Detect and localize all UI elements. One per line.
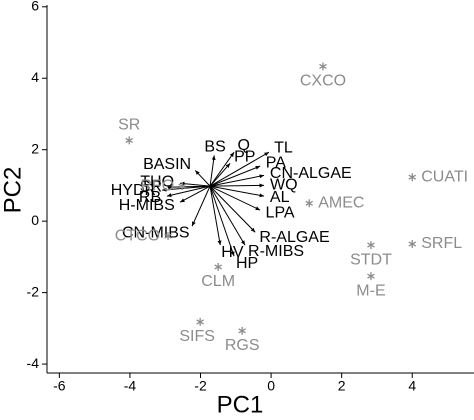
score-label: RFO [140, 177, 174, 194]
loading-arrow [209, 155, 216, 187]
loading-arrow [209, 151, 235, 187]
y-tick-label: 2 [31, 140, 39, 156]
y-tick-label: -2 [27, 283, 40, 299]
loading-arrow [209, 186, 222, 246]
loading-label: TL [274, 139, 293, 156]
x-tick-label: -2 [194, 378, 207, 394]
loading-label: PP [234, 148, 255, 165]
score-point [367, 241, 375, 250]
score-label: SR [118, 117, 140, 134]
loading-arrow [194, 170, 211, 187]
loading-label: RB [139, 189, 161, 206]
loading-label: HP [236, 255, 258, 272]
loading-arrow [166, 185, 211, 198]
loading-label: BASIN [143, 156, 191, 173]
loading-arrow [162, 185, 211, 192]
loading-label: PA [266, 154, 286, 171]
loading-arrow [209, 185, 235, 257]
score-label: M-E [356, 282, 385, 299]
x-axis-title: PC1 [217, 391, 264, 418]
loading-arrow [209, 185, 261, 211]
loading-arrow [210, 183, 265, 188]
loading-label: R-MIBS [248, 243, 304, 260]
loading-arrow [209, 151, 270, 187]
score-label: CLM [201, 273, 235, 290]
loading-arrow [191, 185, 211, 227]
score-point [319, 62, 327, 71]
loading-label: CN-MIBS [122, 225, 190, 242]
loading-label: SR [140, 179, 162, 196]
score-point [196, 317, 204, 326]
score-label: CTCO [115, 227, 160, 244]
score-point [214, 262, 222, 271]
score-label: STDT [350, 251, 392, 268]
loading-label: AL [270, 189, 290, 206]
loading-arrow [209, 165, 261, 187]
score-point [305, 199, 313, 208]
loading-arrow [209, 185, 256, 233]
y-tick-label: -4 [27, 355, 40, 371]
score-label: CUATI [421, 168, 468, 185]
x-tick-label: 0 [267, 378, 275, 394]
loading-label: THQ [140, 174, 174, 191]
score-point [408, 240, 417, 249]
loading-arrow [209, 185, 265, 198]
loading-arrow [209, 174, 265, 187]
loading-label: HYDR [111, 182, 156, 199]
x-tick-label: -4 [124, 378, 137, 394]
x-tick-label: 4 [408, 378, 416, 394]
score-label: SIFS [179, 328, 215, 345]
x-tick-label: 2 [338, 378, 346, 394]
loading-arrow [209, 162, 231, 187]
score-label: CXCO [300, 73, 346, 90]
loading-label: WQ [270, 177, 298, 194]
y-tick-label: 0 [31, 212, 39, 228]
y-axis-title: PC2 [0, 167, 26, 214]
score-label: AMEC [318, 195, 364, 212]
score-point [238, 326, 246, 335]
loading-arrow [179, 185, 211, 203]
loading-label: R-ALGAE [259, 229, 329, 246]
score-point [408, 173, 417, 182]
loading-label: BS [204, 139, 225, 156]
x-tick-label: -6 [53, 378, 66, 394]
score-point [125, 136, 134, 145]
loading-label: LPA [266, 205, 295, 222]
loading-label: H-MIBS [119, 197, 175, 214]
loading-arrow [209, 185, 246, 246]
score-label: SRFL [421, 235, 462, 252]
score-label: RGS [225, 337, 260, 354]
y-tick-label: 4 [31, 69, 39, 85]
score-point [164, 232, 172, 241]
loading-label: CN-ALGAE [270, 165, 352, 182]
y-tick-label: 6 [31, 0, 39, 13]
loading-label: Q [237, 137, 249, 154]
score-point [178, 182, 186, 191]
score-point [367, 272, 375, 281]
